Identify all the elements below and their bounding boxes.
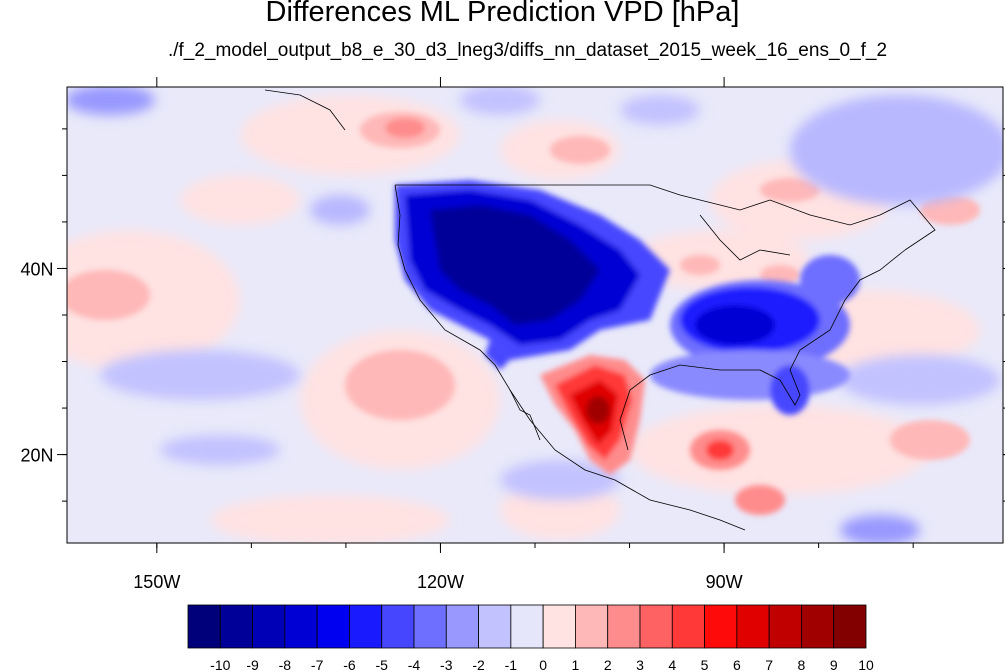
colorbar-label: -9 xyxy=(246,657,259,672)
y-tick-label: 20N xyxy=(20,446,53,466)
colorbar-swatch xyxy=(284,604,318,649)
colorbar-label: 7 xyxy=(765,657,773,672)
x-tick-label: 90W xyxy=(706,572,743,592)
colorbar-swatch xyxy=(833,604,867,649)
colorbar-label: 9 xyxy=(830,657,838,672)
colorbar-label: -10 xyxy=(210,657,230,672)
colorbar-swatch xyxy=(478,604,512,649)
axis-ticks: 150W 120W 90W 40N 20N xyxy=(20,77,1005,592)
colorbar-swatch xyxy=(252,604,286,649)
colorbar-swatch xyxy=(219,604,253,649)
colorbar-label: 6 xyxy=(733,657,741,672)
colorbar-label: 1 xyxy=(572,657,580,672)
colorbar-swatch xyxy=(349,604,383,649)
colorbar-label: 5 xyxy=(701,657,709,672)
colorbar-swatch xyxy=(381,604,415,649)
colorbar-swatch xyxy=(736,604,770,649)
colorbar-label: 2 xyxy=(604,657,612,672)
colorbar-swatch xyxy=(704,604,738,649)
colorbar-label: -2 xyxy=(472,657,485,672)
colorbar-label: -5 xyxy=(375,657,388,672)
difference-field xyxy=(67,87,1003,543)
colorbar-swatch xyxy=(607,604,641,649)
colorbar-label: -7 xyxy=(311,657,324,672)
colorbar-swatch xyxy=(316,604,350,649)
southeast-us-negative xyxy=(650,255,860,415)
negative-patches xyxy=(67,87,1003,543)
colorbar-label: 0 xyxy=(539,657,547,672)
colorbar-label: 10 xyxy=(858,657,874,672)
colorbar-label: -3 xyxy=(440,657,453,672)
colorbar-swatch xyxy=(671,604,705,649)
western-us-negative xyxy=(395,180,670,370)
colorbar-swatch xyxy=(413,604,447,649)
colorbar-swatch xyxy=(445,604,479,649)
colorbar-label: 3 xyxy=(636,657,644,672)
positive-patches xyxy=(67,112,980,515)
chart-subtitle: ./f_2_model_output_b8_e_30_d3_lneg3/diff… xyxy=(167,40,888,61)
colorbar-swatch xyxy=(187,604,221,649)
colorbar-label: 8 xyxy=(798,657,806,672)
x-tick-label: 150W xyxy=(133,572,180,592)
x-tick-label: 120W xyxy=(417,572,464,592)
colorbar-label: -8 xyxy=(279,657,292,672)
colorbar-swatch xyxy=(510,604,544,649)
y-tick-label: 40N xyxy=(20,259,53,279)
chart-title: Differences ML Prediction VPD [hPa] xyxy=(265,0,740,28)
colorbar-swatch xyxy=(768,604,802,649)
colorbar-swatch xyxy=(801,604,835,649)
mexico-positive xyxy=(540,355,645,475)
colorbar-swatch xyxy=(542,604,576,649)
colorbar-label: -6 xyxy=(343,657,356,672)
coastlines xyxy=(264,89,936,531)
colorbar: -10 -9 -8 -7 -6 -5 -4 -3 -2 -1 0 1 2 3 4 5 6 7 8 9 10 xyxy=(187,604,874,672)
colorbar-swatch xyxy=(575,604,609,649)
colorbar-label: -1 xyxy=(505,657,518,672)
colorbar-swatch xyxy=(639,604,673,649)
colorbar-label: -4 xyxy=(408,657,421,672)
colorbar-label: 4 xyxy=(668,657,676,672)
